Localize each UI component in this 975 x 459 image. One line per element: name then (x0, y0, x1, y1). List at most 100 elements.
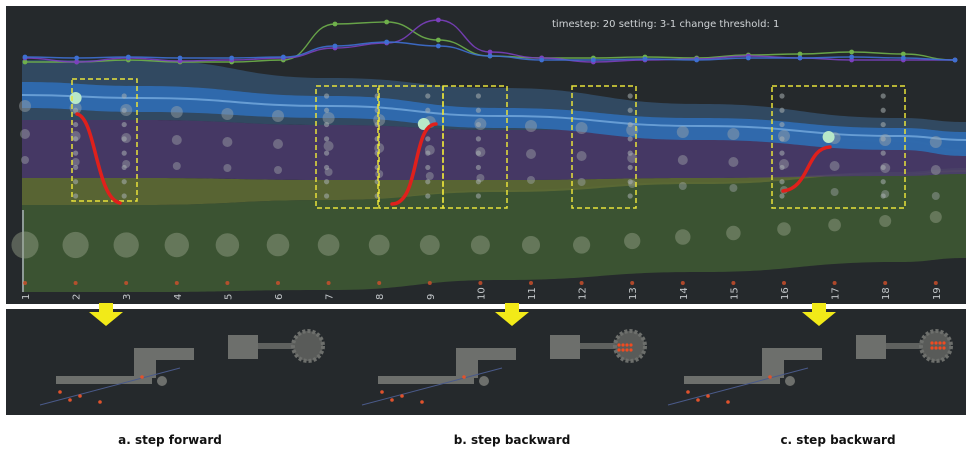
state-node (930, 165, 941, 175)
robot-scene-c (667, 329, 953, 406)
line-blue-point (74, 55, 80, 61)
wheel-sample (942, 346, 946, 350)
state-node-small (73, 179, 79, 185)
sample-point (140, 375, 144, 379)
trajectory-line (361, 367, 503, 406)
state-node (317, 234, 340, 256)
jump-curve-backward-2 (781, 145, 832, 193)
state-node (113, 232, 139, 258)
robot-scene-a (39, 329, 325, 406)
line-blue-point (900, 55, 906, 61)
stream-band-blue (22, 82, 966, 156)
state-node (221, 108, 234, 120)
x-tick-label: 17 (831, 287, 842, 300)
state-node-small (425, 193, 431, 199)
state-node (879, 215, 892, 227)
line-blue-point (384, 39, 390, 45)
line-blue-point (797, 55, 803, 61)
state-node (573, 236, 591, 254)
state-node (929, 211, 942, 223)
step-arrow (495, 303, 529, 326)
state-node (727, 128, 740, 140)
state-node-small (779, 164, 785, 171)
highlight-box (315, 85, 379, 209)
state-node (322, 112, 335, 124)
state-node-small (324, 136, 330, 142)
state-node-small (324, 150, 330, 156)
line-blue-point (22, 54, 28, 60)
state-node-small (121, 136, 127, 142)
event-marker (933, 281, 938, 285)
state-node (171, 135, 182, 145)
state-node-small (880, 121, 886, 128)
state-node-small (121, 107, 127, 113)
sample-point (68, 398, 72, 402)
stream-band-olive (22, 170, 966, 205)
event-marker (782, 281, 786, 285)
state-node-small (425, 150, 431, 156)
event-marker (276, 281, 280, 285)
state-node-small (73, 121, 79, 128)
line-green-point (797, 51, 803, 57)
highlight-box (442, 85, 508, 209)
caption-step-forward: a. step forward (118, 433, 222, 447)
state-node-small (627, 121, 633, 128)
event-marker (579, 281, 584, 285)
jump-curves (75, 112, 832, 206)
robot-joint (785, 376, 795, 386)
event-marker (478, 281, 483, 285)
state-node-small (475, 150, 481, 156)
line-blue-point (487, 53, 493, 59)
state-node-small (425, 179, 431, 185)
state-node-small (880, 150, 886, 156)
state-node (729, 184, 738, 192)
event-marker (174, 281, 179, 285)
stream-highlight-line (21, 94, 967, 141)
wheel-sample (938, 346, 942, 350)
sample-point (420, 400, 424, 404)
state-node (273, 139, 283, 149)
robot-track (378, 376, 474, 384)
trajectory-line (667, 367, 809, 406)
x-tick-label: 11 (527, 287, 538, 300)
robot-head (856, 335, 886, 359)
line-purple-point (435, 17, 441, 23)
x-tick-label: 18 (881, 287, 892, 300)
state-node (20, 129, 30, 139)
x-tick-label: 13 (628, 287, 639, 300)
sample-point (706, 394, 710, 398)
x-axis-ticks: 1 2 3 4 5 6 7 8 9 10 11 12 13 14 15 16 17 18 19 (21, 287, 943, 300)
event-marker (377, 281, 382, 285)
state-node-small (475, 121, 481, 128)
line-blue-point (952, 57, 958, 63)
wheel-sample (629, 343, 633, 347)
robot-scene-b (361, 329, 647, 406)
state-node (272, 110, 284, 122)
state-node (525, 120, 537, 132)
line-green-point (332, 21, 338, 27)
state-node-small (121, 93, 127, 99)
sample-point (58, 390, 62, 394)
state-node (678, 182, 687, 190)
state-node (676, 126, 689, 138)
sample-point (768, 375, 772, 379)
robot-head (228, 335, 258, 359)
x-tick-label: 12 (578, 287, 589, 300)
sample-point (390, 398, 394, 402)
line-purple-point (74, 59, 80, 65)
state-node (21, 156, 29, 164)
event-marker (326, 281, 331, 285)
state-node-small (324, 121, 330, 128)
wheel-sample (625, 348, 629, 352)
x-tick-label: 3 (122, 294, 133, 300)
state-node (526, 149, 536, 159)
x-tick-label: 15 (729, 287, 740, 300)
state-node (728, 157, 739, 167)
robot-shaft (258, 343, 294, 349)
state-node (71, 158, 80, 166)
robot-arm (134, 348, 194, 360)
line-blue-point (435, 43, 441, 49)
state-node-small (475, 193, 481, 199)
jump-curve-forward (75, 112, 122, 205)
step-arrows (89, 303, 836, 326)
